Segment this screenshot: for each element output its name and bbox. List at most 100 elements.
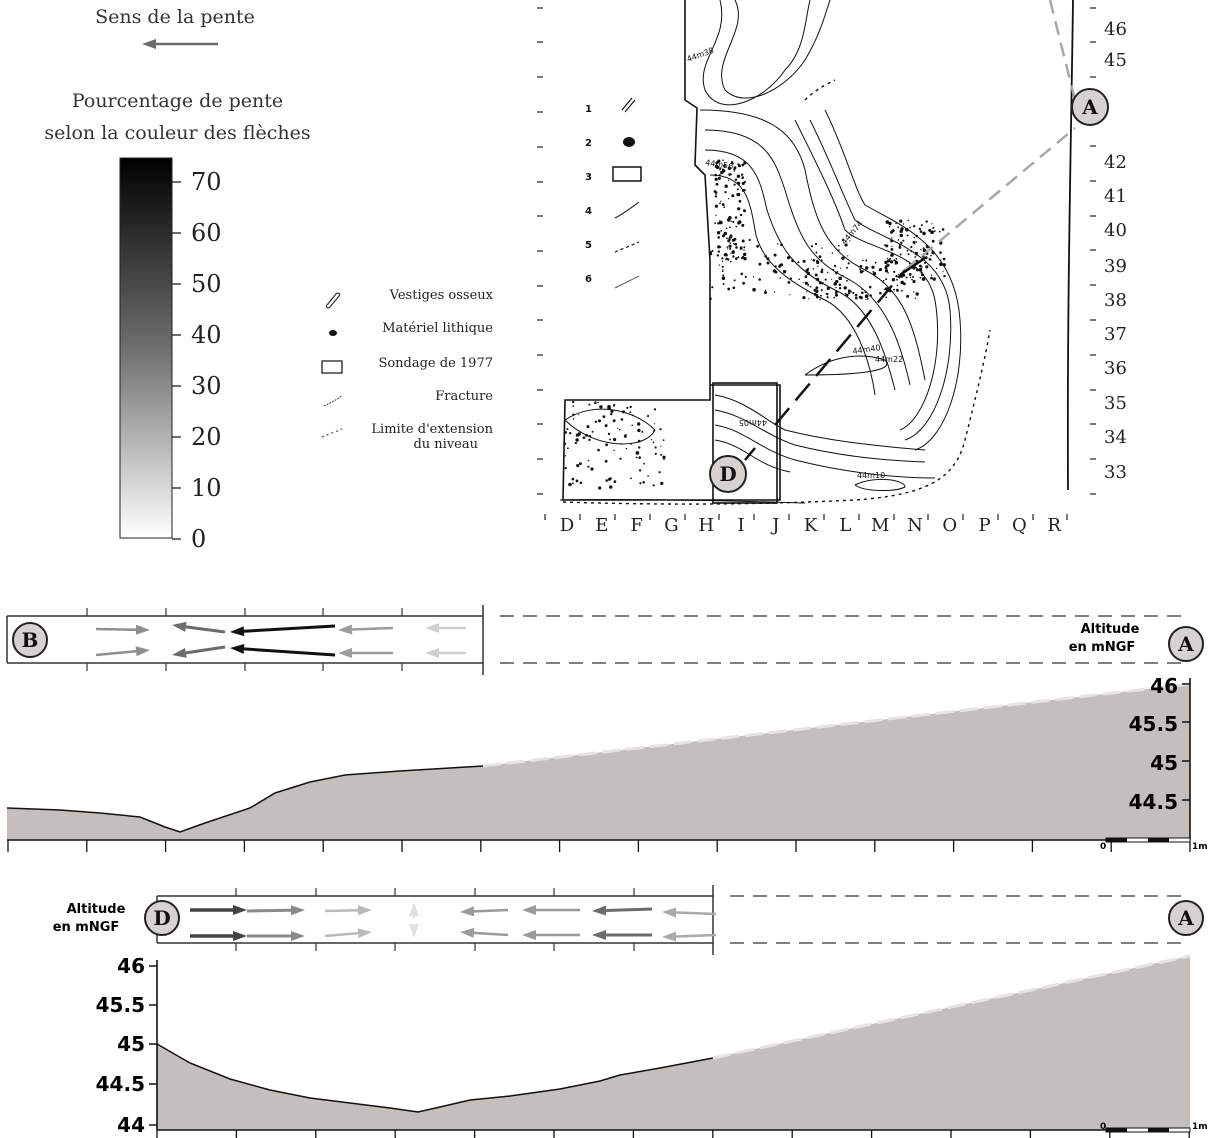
y-tick-label-BA: 46 bbox=[1150, 674, 1178, 698]
slope-arrow-head bbox=[662, 931, 677, 942]
inset-legend-number: 4 bbox=[585, 206, 592, 217]
slope-arrow-head bbox=[592, 905, 607, 916]
fracture-line-icon bbox=[323, 395, 343, 407]
legend-item-label: Limite d'extension bbox=[371, 422, 493, 437]
svg-text:D: D bbox=[719, 462, 736, 486]
legend-item-label: Sondage de 1977 bbox=[378, 356, 493, 371]
lithic-icon bbox=[329, 330, 337, 336]
slope-arrow bbox=[675, 933, 717, 938]
map-column-label: R bbox=[1047, 515, 1061, 536]
map-column-label: G bbox=[664, 515, 679, 536]
slope-arrow bbox=[243, 647, 336, 657]
marker-D-map: D bbox=[709, 455, 747, 493]
scale-end-BA: 1m bbox=[1192, 842, 1208, 852]
percent-colorbar: 70 60 50 40 30 20 10 0 bbox=[119, 157, 222, 550]
map-column-label: D bbox=[559, 515, 575, 536]
slope-arrow bbox=[185, 645, 226, 655]
map-row-label: 34 bbox=[1104, 427, 1127, 448]
map-column-label: N bbox=[907, 515, 923, 536]
bone-icon bbox=[325, 292, 341, 309]
slope-arrow-head bbox=[522, 905, 536, 915]
map-row-label: 38 bbox=[1104, 290, 1127, 311]
inset-legend-number: 3 bbox=[585, 172, 592, 183]
slope-arrow-head bbox=[233, 931, 247, 941]
slope-arrow bbox=[351, 626, 394, 631]
profile-BA bbox=[6, 605, 1191, 852]
map-column-label: K bbox=[803, 515, 818, 536]
colorbar-ticks: 70 60 50 40 30 20 10 0 bbox=[172, 168, 222, 550]
legend-item-label2: du niveau bbox=[413, 437, 478, 452]
y-tick-label-BA: 45 bbox=[1150, 751, 1178, 775]
slope-arrow-head bbox=[460, 927, 475, 938]
slope-arrow-head bbox=[172, 647, 187, 658]
slope-arrow bbox=[246, 908, 292, 913]
colorbar-tick-label: 20 bbox=[191, 423, 222, 451]
colorbar-tick-label: 50 bbox=[191, 270, 222, 298]
y-tick-label-DA: 44 bbox=[117, 1113, 145, 1137]
map-row-label: 37 bbox=[1104, 324, 1127, 345]
map-row-label: 35 bbox=[1104, 393, 1127, 414]
map-inset-legend: 1 2 3 4 5 6 bbox=[585, 97, 642, 289]
slope-arrow-head bbox=[290, 905, 305, 916]
svg-text:B: B bbox=[22, 628, 39, 652]
slope-arrow-head bbox=[172, 621, 187, 632]
y-tick-label-DA: 45.5 bbox=[95, 993, 145, 1017]
slope-arrow bbox=[675, 911, 717, 916]
slope-arrow bbox=[473, 908, 509, 913]
altitude-label-DA-2: en mNGF bbox=[52, 920, 120, 935]
map-column-label: O bbox=[942, 515, 958, 536]
scale-end-DA: 1m bbox=[1192, 1122, 1208, 1132]
svg-text:D: D bbox=[153, 906, 170, 930]
slope-arrow-head bbox=[409, 924, 419, 938]
sondage-rectangle-icon bbox=[321, 360, 343, 374]
slope-arrow-head bbox=[233, 905, 247, 915]
y-tick-label-DA: 44.5 bbox=[95, 1072, 145, 1096]
map-column-label: I bbox=[737, 515, 745, 536]
map-column-label: J bbox=[772, 515, 780, 536]
slope-arrow bbox=[185, 625, 226, 634]
map-row-label: 45 bbox=[1104, 50, 1127, 71]
colorbar-tick-label: 40 bbox=[191, 321, 222, 349]
slope-arrow bbox=[324, 909, 359, 913]
map-right-ticks bbox=[1090, 7, 1096, 495]
altitude-label-DA-1: Altitude bbox=[66, 902, 126, 917]
map-column-label: M bbox=[870, 515, 890, 536]
slope-arrow-head bbox=[460, 906, 475, 917]
slope-arrow-head bbox=[338, 648, 352, 658]
map-row-label: 46 bbox=[1104, 19, 1127, 40]
altitude-label-BA-2: en mNGF bbox=[1068, 640, 1136, 655]
marker-A-profile-DA: A bbox=[1168, 900, 1204, 936]
map-row-label: 41 bbox=[1104, 186, 1127, 207]
slope-arrow bbox=[605, 907, 653, 913]
contour-label: 44m05 bbox=[739, 418, 767, 427]
y-tick-label-BA: 45.5 bbox=[1128, 712, 1178, 736]
profile-DA bbox=[149, 885, 1191, 1138]
dotted-limit-icon bbox=[321, 428, 343, 438]
y-tick-label-BA: 44.5 bbox=[1128, 790, 1178, 814]
map-column-label: H bbox=[698, 515, 715, 536]
slope-direction-arrow-icon bbox=[142, 39, 218, 49]
map-row-label: 33 bbox=[1104, 462, 1127, 483]
slope-arrow-head bbox=[357, 928, 372, 939]
map-column-label: E bbox=[595, 515, 609, 536]
map-row-label: 42 bbox=[1104, 152, 1127, 173]
slope-arrow-head bbox=[662, 907, 677, 918]
inset-legend-number: 2 bbox=[585, 138, 592, 149]
slope-arrow bbox=[473, 931, 509, 937]
inset-legend-number: 1 bbox=[585, 104, 592, 115]
slope-arrow-head bbox=[291, 931, 305, 941]
legend-item-label: Fracture bbox=[435, 389, 493, 404]
slope-arrow-head bbox=[135, 624, 150, 635]
slope-arrow bbox=[243, 624, 336, 633]
legend-item-label: Vestiges osseux bbox=[389, 288, 493, 303]
percent-legend-title-1: Pourcentage de pente bbox=[71, 90, 284, 112]
colorbar-tick-label: 70 bbox=[191, 168, 222, 196]
marker-B-profile: B bbox=[12, 622, 48, 658]
map-column-label: Q bbox=[1012, 515, 1027, 536]
scale-start-BA: 0 bbox=[1100, 842, 1107, 852]
colorbar-tick-label: 0 bbox=[191, 525, 206, 550]
scale-start-DA: 0 bbox=[1100, 1122, 1107, 1132]
colorbar-tick-label: 60 bbox=[191, 219, 222, 247]
map-row-label: 39 bbox=[1104, 256, 1127, 277]
